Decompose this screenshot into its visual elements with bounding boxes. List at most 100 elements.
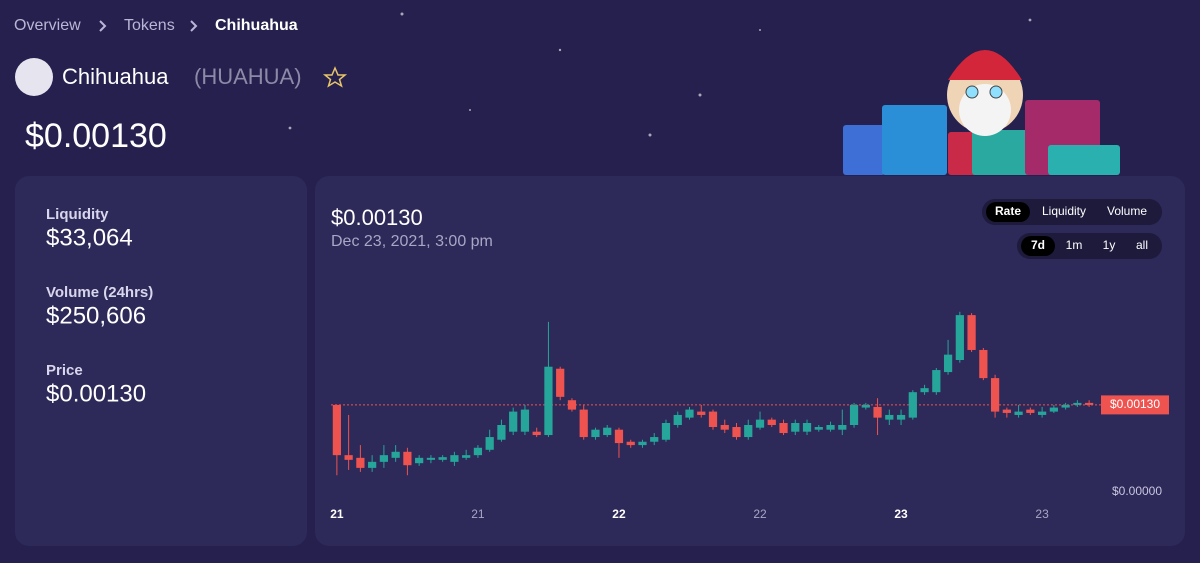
range-button[interactable]: 1y — [1103, 238, 1116, 252]
candle-body — [920, 388, 929, 393]
candle-body — [1037, 411, 1047, 415]
chart-tab[interactable]: Liquidity — [1042, 204, 1086, 218]
x-tick-label: 23 — [894, 507, 908, 521]
candle-body — [661, 422, 671, 440]
chart-tab[interactable]: Volume — [1107, 204, 1147, 218]
candle-body — [415, 457, 424, 464]
stat-value: $0.00130 — [46, 380, 146, 407]
candle-body — [1085, 402, 1094, 405]
range-button[interactable]: 7d — [1031, 238, 1045, 252]
candle-body — [1026, 409, 1035, 413]
breadcrumb-link[interactable]: Tokens — [124, 17, 175, 34]
range-button[interactable]: all — [1136, 238, 1148, 252]
candle-body — [802, 422, 812, 432]
stat-value: $33,064 — [46, 224, 133, 251]
candle-body — [1049, 407, 1058, 412]
candle-body — [955, 315, 964, 361]
candle-body — [1014, 411, 1023, 415]
candle-body — [473, 447, 483, 456]
candle-body — [438, 457, 447, 460]
candle-body — [967, 315, 976, 350]
candle-body — [368, 461, 377, 468]
candle-body — [426, 457, 436, 460]
y-tick-label: $0.00000 — [1112, 484, 1162, 498]
token-symbol: (HUAHUA) — [194, 64, 302, 89]
token-avatar — [15, 58, 53, 96]
candle-body — [791, 422, 800, 432]
stat-label: Price — [46, 362, 83, 379]
candle-body — [885, 414, 894, 420]
candle-body — [779, 422, 788, 434]
stats-card — [15, 176, 307, 546]
candle-body — [826, 425, 835, 430]
candle-body — [603, 427, 612, 436]
candle-body — [520, 409, 530, 432]
chevron-icon — [190, 20, 198, 32]
range-button[interactable]: 1m — [1066, 238, 1083, 252]
chart-price: $0.00130 — [331, 205, 423, 230]
candle-body — [720, 425, 729, 430]
candle-body — [708, 411, 718, 428]
candle-body — [614, 429, 624, 444]
holiday-illustration — [843, 50, 1120, 175]
candle-body — [638, 441, 647, 446]
x-tick-label: 23 — [1035, 507, 1049, 521]
chart-tab[interactable]: Rate — [995, 204, 1021, 218]
candle-body — [943, 354, 953, 373]
candle-body — [591, 429, 600, 438]
candle-body — [567, 400, 577, 410]
x-tick-label: 21 — [330, 507, 344, 521]
current-price-tag — [1101, 395, 1169, 415]
x-tick-label: 22 — [753, 507, 767, 521]
candle-body — [544, 366, 553, 436]
breadcrumb-link[interactable]: Overview — [14, 17, 81, 34]
favorite-star[interactable] — [322, 66, 348, 88]
candle-body — [403, 451, 412, 466]
chart-date: Dec 23, 2021, 3:00 pm — [331, 233, 493, 250]
candle-body — [849, 404, 859, 425]
candle-body — [744, 425, 753, 438]
stat-value: $250,606 — [46, 302, 146, 329]
candle-body — [990, 378, 1000, 412]
candle-body — [450, 455, 459, 462]
candle-body — [673, 414, 682, 425]
candle-body — [755, 419, 765, 428]
candle-body — [344, 455, 353, 460]
candle-body — [332, 404, 341, 456]
candle-body — [556, 368, 565, 397]
range-selected — [1021, 236, 1055, 256]
x-tick-label: 22 — [612, 507, 626, 521]
candle-body — [932, 370, 941, 393]
candle-body — [509, 411, 518, 432]
candle-body — [1073, 402, 1082, 405]
chevron-icon — [99, 20, 107, 32]
candle-body — [979, 349, 988, 379]
candle-body — [814, 427, 823, 430]
range-group — [1017, 233, 1162, 259]
candle-body — [391, 451, 400, 458]
candle-body — [1061, 404, 1070, 408]
candle-body — [579, 409, 588, 438]
chart-card — [315, 176, 1185, 546]
candle-body — [861, 404, 870, 408]
x-tick-label: 21 — [471, 507, 485, 521]
breadcrumb-current: Chihuahua — [215, 17, 298, 34]
stat-label: Volume (24hrs) — [46, 284, 153, 301]
candle-body — [767, 419, 776, 425]
candle-body — [732, 427, 741, 438]
stat-label: Liquidity — [46, 206, 109, 223]
candle-body — [873, 406, 882, 418]
candle-body — [1002, 409, 1011, 413]
candle-body — [650, 437, 659, 442]
candle-body — [626, 441, 635, 446]
token-name: Chihuahua — [62, 64, 169, 89]
candle-body — [697, 411, 706, 415]
candle-body — [685, 409, 694, 418]
candle-body — [356, 457, 365, 468]
tab-selected — [986, 202, 1030, 222]
candle-body — [497, 425, 506, 440]
candle-body — [532, 431, 541, 436]
candle-body — [379, 455, 389, 462]
